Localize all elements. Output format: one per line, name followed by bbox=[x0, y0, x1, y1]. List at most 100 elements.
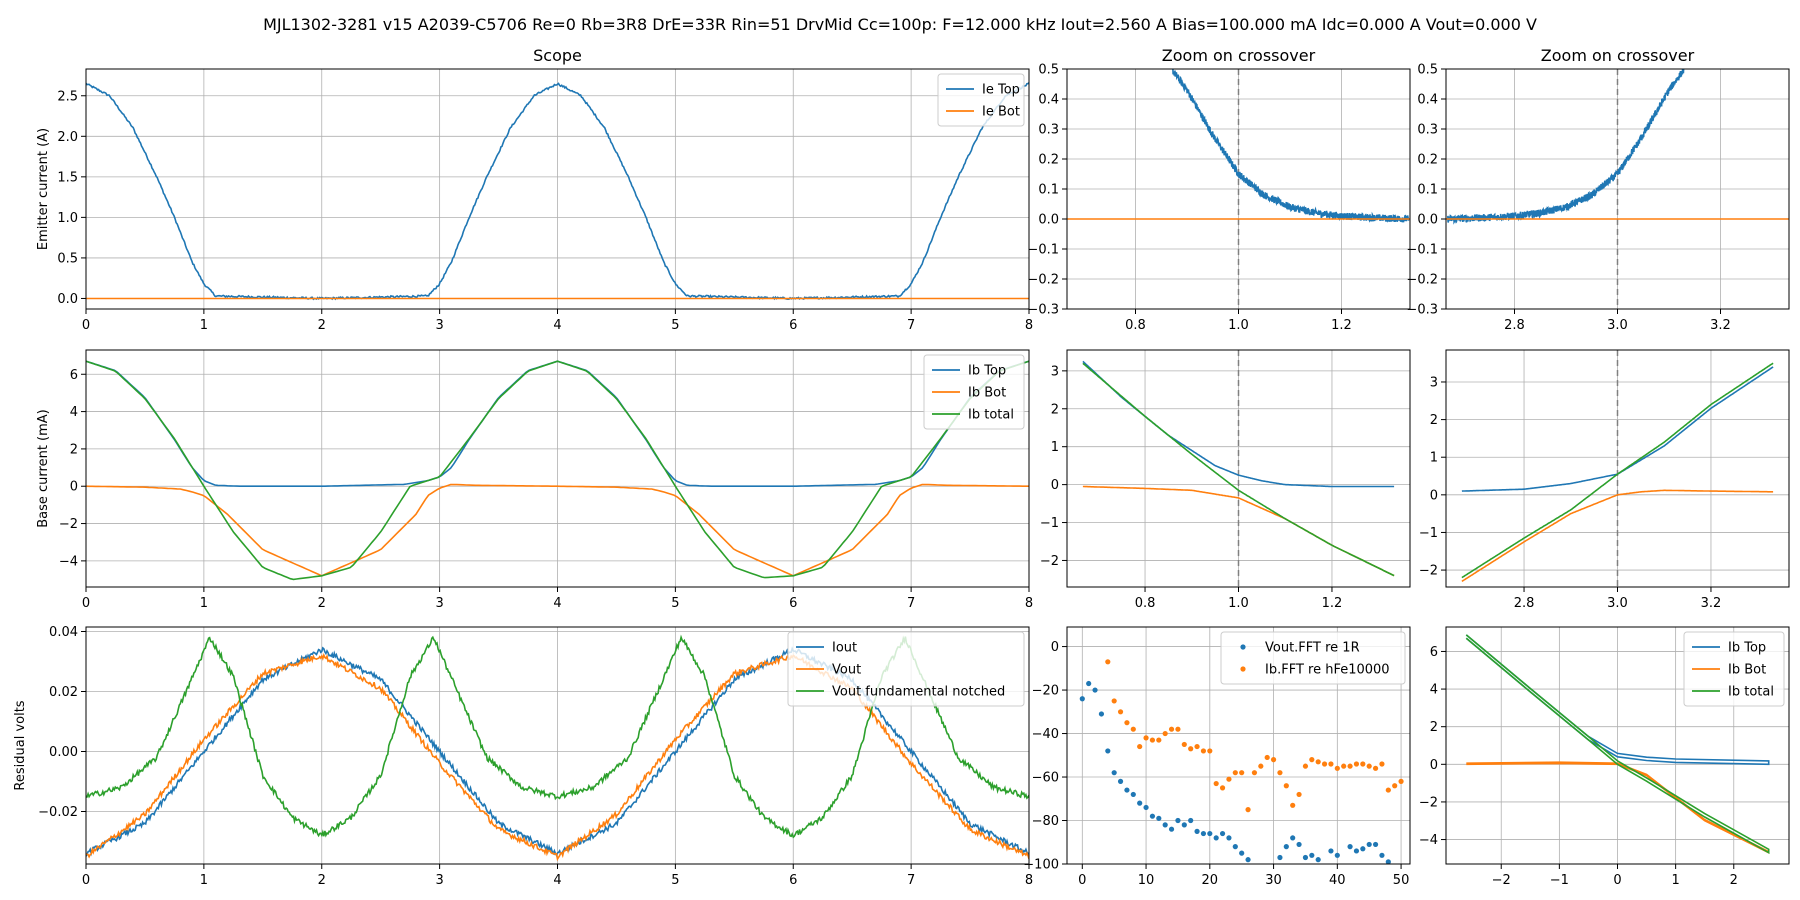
ytick-label: 0.4 bbox=[1038, 93, 1059, 108]
fft-point bbox=[1099, 883, 1104, 888]
ytick-label: −100 bbox=[1023, 858, 1059, 873]
fft-point bbox=[1181, 741, 1187, 748]
fft-point bbox=[1296, 841, 1302, 848]
ytick-label: 2 bbox=[1430, 720, 1438, 735]
xtick-label: 0.8 bbox=[1125, 318, 1146, 333]
ytick-label: 6 bbox=[1430, 645, 1438, 660]
fft-point bbox=[1245, 807, 1251, 813]
ytick-label: 0.2 bbox=[1038, 153, 1059, 168]
xtick-label: 1.0 bbox=[1228, 596, 1249, 611]
xtick-label: 7 bbox=[907, 596, 915, 611]
fft-point bbox=[1251, 770, 1258, 776]
ytick-label: 0.4 bbox=[1417, 93, 1438, 108]
legend-xy: Ib Top Ib Bot Ib total bbox=[1683, 631, 1785, 707]
series-ib-top bbox=[1465, 634, 1770, 766]
ytick-label: 0.3 bbox=[1038, 123, 1059, 138]
legend-resid: Iout Vout Vout fundamental notched bbox=[787, 631, 1025, 707]
xtick-label: 0 bbox=[1613, 873, 1621, 888]
legend-label: Ib.FFT re hFe10000 bbox=[1265, 663, 1390, 678]
legend-label: Ib Top bbox=[968, 364, 1006, 379]
fft-point bbox=[1315, 857, 1321, 863]
ticks-base: 0 1 2 3 4 5 6 7 8 −4 −2 0 2 4 6 bbox=[59, 368, 1033, 611]
ytick-label: −0.2 bbox=[1027, 273, 1059, 288]
fft-point bbox=[1143, 804, 1149, 811]
ytick-label: 0.5 bbox=[57, 251, 78, 266]
fft-point bbox=[1347, 763, 1353, 769]
xtick-label: 20 bbox=[1202, 873, 1219, 888]
xtick-label: 3 bbox=[435, 318, 443, 333]
legend-box bbox=[1220, 631, 1406, 685]
fft-point bbox=[1117, 778, 1124, 784]
ytick-label: 0.1 bbox=[1038, 183, 1059, 198]
chart-title: Zoom on crossover bbox=[1541, 46, 1695, 65]
fft-point bbox=[1194, 743, 1200, 750]
xtick-label: 0 bbox=[82, 873, 90, 888]
ytick-label: 0.0 bbox=[1038, 213, 1059, 228]
ytick-label: 0 bbox=[1430, 758, 1438, 773]
xtick-label: 2 bbox=[1730, 873, 1738, 888]
plot-area-emitter bbox=[86, 82, 1029, 301]
xtick-label: 3.0 bbox=[1607, 318, 1628, 333]
legend-label: Ie Bot bbox=[982, 105, 1020, 120]
grid-emitter bbox=[85, 69, 1030, 309]
fft-point bbox=[1232, 844, 1238, 850]
fft-point bbox=[1309, 757, 1315, 763]
chart-title: Zoom on crossover bbox=[1162, 46, 1316, 65]
ytick-label: 0.1 bbox=[1417, 183, 1438, 198]
fft-point bbox=[1130, 726, 1136, 732]
legend-label: Ib Top bbox=[1728, 641, 1766, 656]
series-ib-total bbox=[86, 360, 1029, 581]
ytick-label: −0.3 bbox=[1027, 303, 1059, 318]
chart-bzoom2: 2.8 3.0 3.2 −2 −1 0 1 2 3 bbox=[1419, 349, 1790, 611]
grid-base bbox=[85, 350, 1030, 587]
fft-point bbox=[1137, 743, 1143, 750]
ticks-zoom1: 0.8 1.0 1.2 −0.3 −0.2 −0.1 0.0 0.1 0.2 0.3 0.4 0.5 bbox=[1027, 63, 1351, 334]
chart-xy: −2 −1 0 1 2 −4 −2 0 2 4 6 Ib Top Ib Bot Ib total bbox=[1419, 626, 1790, 888]
xtick-label: 3.0 bbox=[1607, 596, 1628, 611]
ticks-resid: 0 1 2 3 4 5 6 7 8 −0.02 0.00 0.02 0.04 bbox=[38, 625, 1033, 888]
xtick-label: 0 bbox=[82, 596, 90, 611]
fft-point bbox=[1226, 776, 1232, 782]
chart-zoom1: 0.8 1.0 1.2 −0.3 −0.2 −0.1 0.0 0.1 0.2 0.3 0.4 0.5 Z… bbox=[1027, 46, 1411, 334]
xtick-label: 1 bbox=[200, 873, 208, 888]
fft-point bbox=[1277, 854, 1283, 861]
fft-point bbox=[1398, 778, 1404, 784]
fft-point bbox=[1353, 848, 1360, 854]
fft-point bbox=[1175, 726, 1181, 732]
fft-point bbox=[1341, 763, 1347, 769]
ytick-label: −4 bbox=[1419, 833, 1438, 848]
fft-point bbox=[1207, 830, 1213, 837]
fft-point bbox=[1270, 757, 1277, 763]
plot-area-base bbox=[86, 360, 1029, 581]
ytick-label: 2 bbox=[1051, 402, 1059, 417]
xtick-label: 6 bbox=[789, 873, 797, 888]
ytick-label: 2.0 bbox=[57, 130, 78, 145]
xtick-label: 3 bbox=[435, 873, 443, 888]
ytick-label: −2 bbox=[1419, 564, 1438, 579]
fft-point bbox=[1156, 815, 1162, 821]
fft-point bbox=[1283, 844, 1289, 850]
fft-point bbox=[1188, 817, 1194, 824]
plot-area-bzoom1 bbox=[1082, 360, 1395, 577]
fft-point bbox=[1347, 844, 1353, 850]
xtick-label: 1.2 bbox=[1322, 596, 1343, 611]
fft-point bbox=[1277, 770, 1283, 776]
ytick-label: −0.1 bbox=[1027, 243, 1059, 258]
xtick-label: 10 bbox=[1138, 873, 1155, 888]
fft-point bbox=[1213, 835, 1219, 841]
xtick-label: 40 bbox=[1329, 873, 1346, 888]
fft-point bbox=[1392, 783, 1398, 789]
y-axis-label: Base current (mA) bbox=[36, 409, 51, 528]
legend-marker bbox=[1240, 644, 1246, 650]
legend-label: Ib Bot bbox=[968, 386, 1006, 401]
fft-point bbox=[1086, 883, 1091, 888]
xtick-label: 4 bbox=[553, 318, 561, 333]
xtick-label: 2.8 bbox=[1514, 596, 1535, 611]
fft-point bbox=[1092, 883, 1097, 888]
legend-emitter: Ie Top Ie Bot bbox=[937, 73, 1025, 127]
chart-base: 0 1 2 3 4 5 6 7 8 −4 −2 0 2 4 6 Base current (mA) Ib Top… bbox=[36, 349, 1033, 611]
ytick-label: 0 bbox=[70, 480, 78, 495]
fft-point bbox=[1156, 737, 1162, 743]
fft-point bbox=[1379, 852, 1385, 858]
ytick-label: 1.0 bbox=[57, 211, 78, 226]
